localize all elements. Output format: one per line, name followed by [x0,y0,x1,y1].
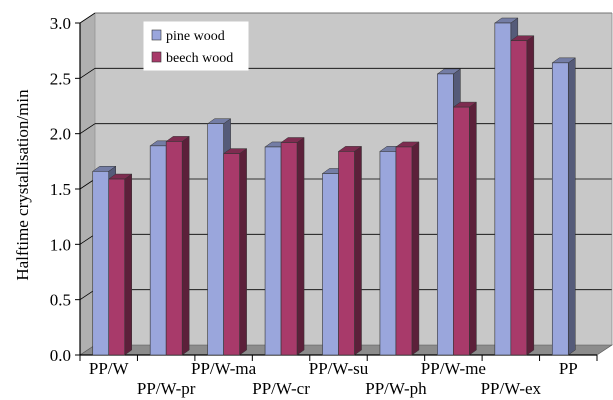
bar [107,173,133,356]
bar [337,145,363,356]
legend-label: pine wood [166,29,225,44]
x-tick-label: PP/W-pr [137,379,196,398]
gridline-side [79,123,96,134]
gridline-side [79,12,96,24]
bar-front [494,22,512,356]
gridline-side [79,68,96,79]
y-axis-title: Halftime crystallisation/min [13,89,32,281]
bar-side [239,148,247,356]
bars [91,17,577,356]
x-tick-label: PP [559,359,578,378]
bar-side [411,141,420,356]
bar-front [223,153,240,356]
bar [165,135,190,356]
bar-front [165,141,183,356]
bar-front [264,146,282,356]
legend-box [143,21,249,71]
bar-front [551,62,569,356]
bar-side [469,101,477,356]
x-axis-labels: PP/WPP/W-prPP/W-maPP/W-crPP/W-suPP/W-phP… [79,355,598,398]
y-tick-label: 1.0 [50,235,71,254]
x-tick-label: PP/W-ma [191,359,257,378]
y-tick-label: 0.5 [50,291,71,310]
bar-front [510,40,528,356]
x-tick-label: PP/W-me [421,359,486,378]
bar-side [296,137,305,356]
bar [510,35,535,356]
legend-swatch [151,51,162,63]
bar-side [181,135,190,356]
bar-front [108,178,126,356]
bar [551,57,577,356]
bar-front [379,151,397,356]
bar [222,148,248,356]
bar-side [526,35,535,356]
bar [452,101,478,356]
bar-side [124,173,132,356]
bar-front [280,142,298,356]
bar-front [453,106,470,356]
x-tick-label: PP/W-cr [252,379,310,398]
x-tick-label: PP/W-ph [365,379,427,398]
x-tick-label: PP/W-ex [481,379,542,398]
bar-front [437,73,454,356]
x-tick-label: PP/W-su [309,359,369,378]
legend: pine wood beech wood [143,21,249,71]
x-tick-label: PP/W [89,359,130,378]
bar-front [207,123,224,356]
y-tick-label: 2.0 [50,125,71,144]
bar-side [354,145,362,356]
bar-front [322,173,339,356]
bar-front [149,145,167,356]
y-tick-label: 3.0 [50,14,71,33]
y-tick-label: 2.5 [50,69,71,88]
bar [395,141,420,356]
legend-swatch [151,29,162,41]
y-tick-label: 1.5 [50,180,71,199]
bar-front [92,170,110,356]
legend-label: beech wood [166,51,233,66]
y-axis-ticks: 0.0 0.5 1.0 1.5 2.0 2.5 3.0 [50,14,80,365]
bar-front [395,146,413,356]
bar-side [568,57,576,356]
y-tick-label: 0.0 [50,346,71,365]
bar [280,137,305,356]
bar-front [338,151,355,356]
